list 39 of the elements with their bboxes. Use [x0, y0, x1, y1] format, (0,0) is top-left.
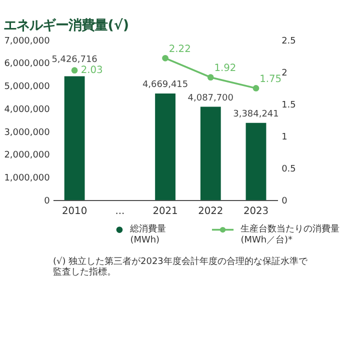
- y2-tick-label: 0: [282, 196, 288, 206]
- y-tick-label: 1,000,000: [4, 173, 50, 184]
- data-label: 1.92: [214, 63, 236, 74]
- y2-tick-label: 1.5: [282, 100, 296, 110]
- x-tick-label: 2022: [198, 206, 224, 218]
- text: (√) 独立した第三者が2023年度会計年度の合理的な保証水準で監査した指標。: [52, 256, 308, 278]
- data-label: 3,384,241: [233, 110, 279, 120]
- data-label: 5,426,716: [52, 54, 98, 65]
- bar: [155, 93, 176, 200]
- y2-tick-label: 0.5: [282, 164, 296, 174]
- bar: [64, 76, 85, 200]
- data-label: 4,669,415: [142, 80, 188, 90]
- data-label: 2.22: [168, 44, 191, 55]
- data-label: 2.03: [80, 65, 103, 76]
- data-label: 1.75: [260, 74, 282, 85]
- x-tick-label: ...: [115, 206, 125, 218]
- point: [252, 85, 260, 92]
- y2-tick-label: 1: [282, 132, 288, 142]
- point: [207, 74, 214, 81]
- point: [71, 67, 78, 74]
- legend-label: 総消費量 (MWh): [129, 224, 166, 246]
- data-label: 4,087,700: [188, 93, 234, 104]
- bar: [200, 106, 221, 200]
- y2-tick-label: 2: [282, 68, 288, 78]
- y-tick-label: 7,000,000: [4, 36, 50, 46]
- x-tick-label: 2010: [62, 206, 88, 218]
- y2-tick-label: 2.5: [282, 36, 296, 46]
- y-tick-label: 6,000,000: [4, 59, 50, 70]
- x-tick-label: 2021: [152, 206, 178, 218]
- bar: [246, 122, 266, 200]
- point: [162, 55, 168, 62]
- y-tick-label: 3,000,000: [4, 128, 50, 138]
- y-tick-label: 0: [44, 196, 50, 206]
- chart-title: エネルギー消費量(√): [4, 17, 129, 34]
- legend-label: 生産台数当たりの消費量 (MWh／台)*: [240, 224, 340, 246]
- y-tick-label: 2,000,000: [4, 150, 50, 161]
- y-tick-label: 4,000,000: [4, 104, 50, 115]
- y-tick-label: 5,000,000: [4, 82, 50, 92]
- x-tick-label: 2023: [243, 206, 269, 218]
